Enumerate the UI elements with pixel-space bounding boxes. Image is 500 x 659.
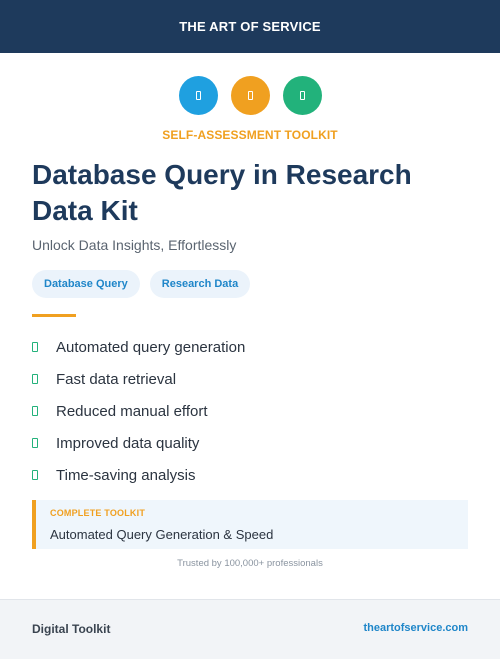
callout-label: COMPLETE TOOLKIT <box>50 508 146 518</box>
check-icon <box>32 406 38 416</box>
square-icon <box>247 91 253 100</box>
accent-divider <box>32 314 76 317</box>
check-icon <box>32 374 38 384</box>
kicker-label: SELF-ASSESSMENT TOOLKIT <box>162 128 338 142</box>
list-item: Improved data quality <box>32 427 245 459</box>
brand-name: THE ART OF SERVICE <box>179 19 321 34</box>
tag-database-query: Database Query <box>32 270 140 298</box>
feature-list: Automated query generation Fast data ret… <box>32 331 245 491</box>
feature-text: Automated query generation <box>56 338 246 356</box>
toolkit-callout: COMPLETE TOOLKIT Automated Query Generat… <box>32 500 468 549</box>
blue-badge <box>178 76 218 115</box>
subtitle: Unlock Data Insights, Effortlessly <box>32 237 237 253</box>
green-badge <box>282 76 322 115</box>
list-item: Fast data retrieval <box>32 363 245 395</box>
feature-text: Fast data retrieval <box>56 370 177 388</box>
list-item: Reduced manual effort <box>32 395 245 427</box>
footer-label: Digital Toolkit <box>32 622 111 636</box>
check-icon <box>32 342 38 352</box>
footer: Digital Toolkit theartofservice.com <box>0 599 500 659</box>
square-icon <box>299 91 305 100</box>
page-title: Database Query in Research Data Kit <box>32 159 412 226</box>
feature-text: Improved data quality <box>56 434 200 452</box>
tag-list: Database Query Research Data <box>32 270 251 298</box>
check-icon <box>32 438 38 448</box>
tag-research-data: Research Data <box>149 270 251 298</box>
square-icon <box>195 91 201 100</box>
callout-value: Automated Query Generation & Speed <box>50 527 274 542</box>
feature-text: Reduced manual effort <box>56 402 208 420</box>
header-bar: THE ART OF SERVICE <box>0 0 500 53</box>
feature-text: Time-saving analysis <box>56 466 196 484</box>
check-icon <box>32 470 38 480</box>
trust-note: Trusted by 100,000+ professionals <box>177 558 323 569</box>
icon-row <box>0 76 500 115</box>
orange-badge <box>230 76 270 115</box>
list-item: Time-saving analysis <box>32 459 245 491</box>
list-item: Automated query generation <box>32 331 245 363</box>
website-link[interactable]: theartofservice.com <box>363 622 468 634</box>
